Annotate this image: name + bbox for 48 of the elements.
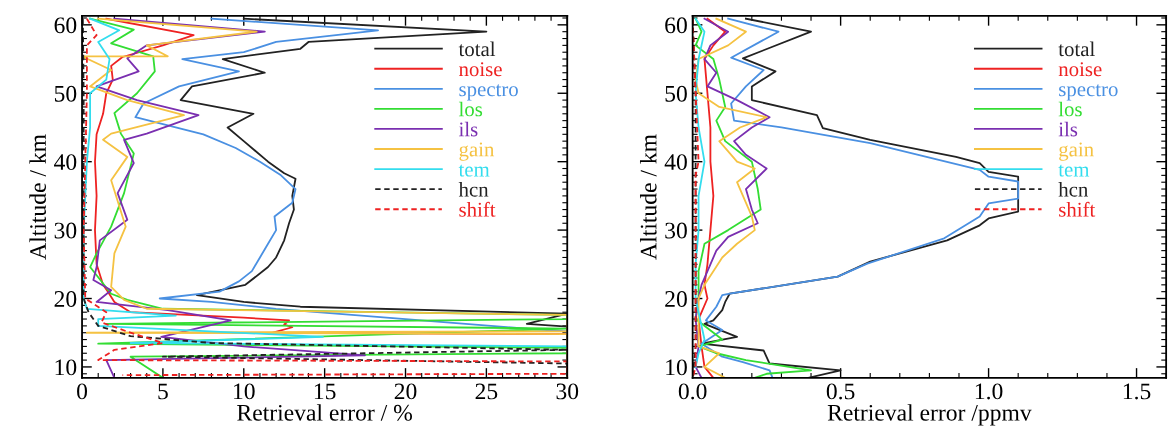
legend-label: spectro bbox=[459, 84, 518, 101]
x-axis-title: Retrieval error /ppmv bbox=[827, 404, 1032, 426]
y-tick-label: 10 bbox=[55, 359, 77, 376]
y-tick-label: 60 bbox=[54, 17, 77, 34]
y-axis-title: Altitude / km bbox=[29, 134, 46, 260]
legend-label: ils bbox=[1058, 121, 1078, 137]
x-tick-label: 30 bbox=[556, 383, 579, 400]
legend-label: los bbox=[1058, 101, 1082, 117]
x-tick-label: 10 bbox=[234, 383, 255, 400]
y-tick-label: 50 bbox=[54, 85, 77, 102]
legend-label: gain bbox=[1059, 142, 1094, 161]
x-axis-title: Retrieval error / % bbox=[237, 404, 413, 421]
y-axis-title: Altitude / km bbox=[639, 134, 657, 260]
legend-label: total bbox=[1058, 41, 1095, 57]
y-tick-label: 40 bbox=[54, 154, 77, 171]
x-tick-label: 20 bbox=[394, 383, 417, 400]
legend-label: ils bbox=[458, 121, 478, 137]
y-tick-label: 50 bbox=[665, 85, 687, 102]
line-series bbox=[697, 17, 727, 378]
x-tick-label: 0.5 bbox=[826, 383, 855, 400]
legend-label: noise bbox=[1058, 62, 1102, 77]
legend-label: total bbox=[458, 41, 496, 57]
line-series bbox=[694, 17, 706, 368]
legend-label: hcn bbox=[1058, 182, 1089, 197]
legend-label: gain bbox=[459, 142, 495, 161]
x-tick-label: 1.0 bbox=[975, 383, 1003, 400]
y-tick-label: 30 bbox=[665, 222, 687, 239]
legend-label: tem bbox=[1058, 164, 1090, 177]
legend-label: hcn bbox=[458, 182, 489, 197]
x-tick-label: 1.5 bbox=[1123, 383, 1151, 400]
legend-label: tem bbox=[458, 164, 490, 177]
y-tick-label: 20 bbox=[665, 291, 687, 307]
y-tick-label: 40 bbox=[664, 154, 687, 171]
legend-label: shift bbox=[459, 201, 496, 217]
legend-label: shift bbox=[1059, 201, 1096, 217]
legend-label: spectro bbox=[1059, 84, 1118, 101]
x-tick-label: 15 bbox=[314, 383, 336, 400]
legend-label: noise bbox=[459, 62, 502, 77]
y-tick-label: 60 bbox=[665, 17, 687, 34]
legend-label: los bbox=[458, 101, 483, 117]
x-tick-label: 0 bbox=[77, 383, 88, 400]
x-tick-label: 5 bbox=[158, 383, 168, 400]
y-tick-label: 10 bbox=[666, 359, 687, 376]
y-tick-label: 30 bbox=[54, 222, 77, 239]
x-tick-label: 0.0 bbox=[678, 383, 707, 400]
x-tick-label: 25 bbox=[475, 383, 498, 400]
line-series bbox=[92, 17, 366, 378]
y-tick-label: 20 bbox=[54, 291, 77, 307]
